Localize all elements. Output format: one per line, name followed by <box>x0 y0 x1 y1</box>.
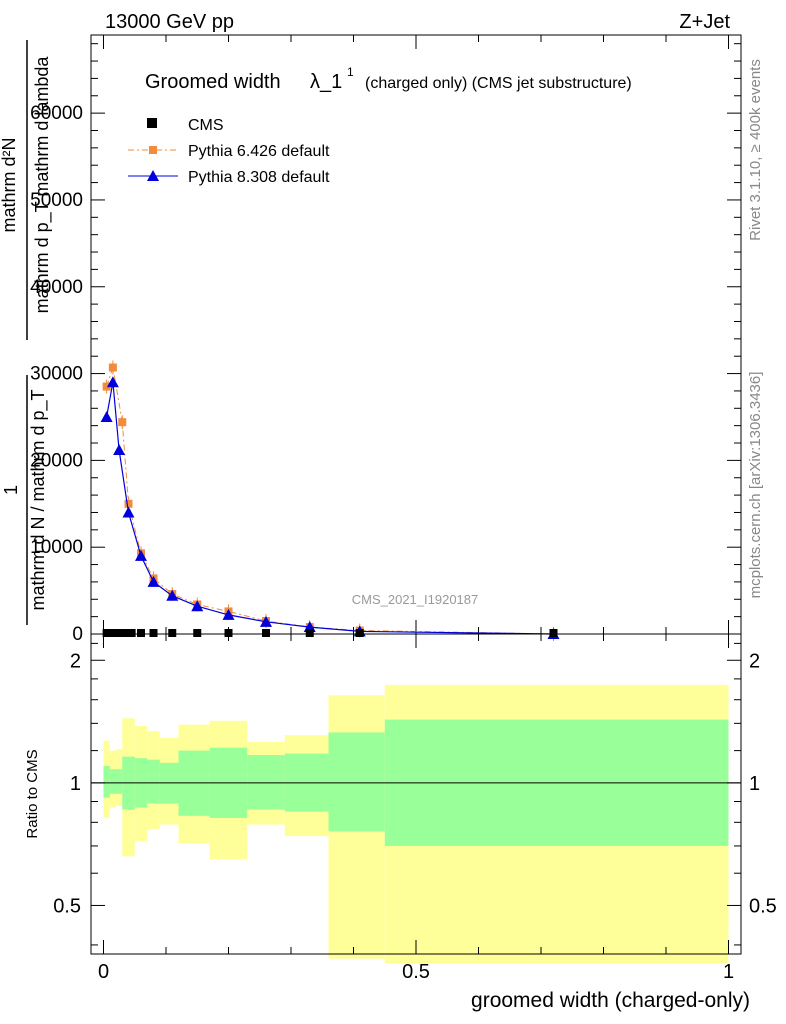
ylabel-line-1: mathrm d²N <box>0 137 19 232</box>
point-cms <box>127 629 136 637</box>
point-pythia8 <box>122 506 135 518</box>
point-pythia6 <box>124 499 133 508</box>
xlabel: groomed width (charged-only) <box>471 989 750 1012</box>
main-series <box>100 360 560 641</box>
mcplots-label: mcplots.cern.ch [arXiv:1306.3436] <box>747 372 764 599</box>
ratio-ytick-label-left: 0.5 <box>53 895 81 917</box>
rivet-label: Rivet 3.1.10, ≥ 400k events <box>747 59 764 241</box>
point-cms <box>149 629 158 637</box>
point-pythia8 <box>135 549 147 561</box>
point-cms <box>115 629 124 637</box>
ylabel-line-4: mathrm d N / mathrm d p_T <box>28 389 49 610</box>
xtick-label: 0.5 <box>402 961 430 983</box>
legend-cms-label: CMS <box>188 117 224 134</box>
ratio-axis-ticks <box>91 634 741 954</box>
header-left: 13000 GeV pp <box>105 11 234 33</box>
ratio-frame <box>90 633 742 955</box>
point-pythia8 <box>147 575 160 587</box>
main-ytick-labels: 0 10000 20000 30000 40000 50000 60000 <box>30 103 83 645</box>
point-pythia8 <box>260 615 272 627</box>
legend-py6-marker <box>149 146 157 154</box>
band-inner-uncertainty <box>147 759 160 804</box>
chart-title-lambda: λ_1 <box>310 71 342 93</box>
xtick-label: 0 <box>98 961 109 983</box>
point-pythia8 <box>166 589 179 601</box>
main-panel: 0 10000 20000 30000 40000 50000 60000 CMS_2021… <box>0 34 742 645</box>
band-inner-uncertainty <box>116 769 123 794</box>
point-pythia6 <box>118 418 127 427</box>
ytick-label: 0 <box>72 624 83 645</box>
ratio-ytick-label-left: 1 <box>70 773 81 795</box>
ratio-ylabel: Ratio to CMS <box>24 749 41 838</box>
point-pythia6 <box>108 363 117 372</box>
point-pythia8 <box>222 608 235 620</box>
band-inner-uncertainty <box>109 769 116 794</box>
legend-py8-marker <box>147 170 159 181</box>
point-cms <box>262 629 270 637</box>
point-cms <box>102 629 111 637</box>
ylabel-line-2: mathrm d p_T mathrm d lambda <box>32 56 53 314</box>
legend-cms-marker <box>147 118 157 128</box>
header-right: Z+Jet <box>679 11 730 33</box>
point-cms <box>193 629 202 637</box>
point-cms <box>121 629 130 637</box>
band-inner-uncertainty <box>247 755 285 810</box>
ytick-label: 40000 <box>30 277 83 298</box>
ratio-ytick-label-right: 0.5 <box>749 895 777 917</box>
legend-py6-label: Pythia 6.426 default <box>188 143 330 160</box>
point-pythia8 <box>113 443 126 455</box>
chart-title-sup: 1 <box>347 65 354 79</box>
legend-py8-label: Pythia 8.308 default <box>188 169 330 186</box>
point-cms <box>355 629 364 637</box>
ratio-ytick-label-right: 2 <box>749 650 760 672</box>
chart-title-suffix: (charged only) (CMS jet substructure) <box>365 75 632 92</box>
ratio-tick-labels: 0.5 0.5 1 1 2 2 0 0.5 1 <box>53 650 777 983</box>
point-cms <box>108 629 117 637</box>
ratio-panel: 0.5 0.5 1 1 2 2 0 0.5 1 Ratio to CMS groomed wid… <box>24 633 777 1012</box>
ytick-label: 50000 <box>30 190 83 211</box>
point-cms <box>305 629 314 637</box>
legend: CMS Pythia 6.426 default Pythia 8.308 de… <box>128 117 330 186</box>
ratio-bands <box>103 684 729 964</box>
ratio-ytick-label-right: 1 <box>749 773 760 795</box>
ytick-label: 60000 <box>30 103 83 124</box>
band-inner-uncertainty <box>328 732 385 832</box>
ratio-ytick-label-left: 2 <box>70 650 81 672</box>
point-pythia8 <box>106 376 119 388</box>
band-inner-uncertainty <box>103 765 110 798</box>
point-pythia8 <box>191 600 204 612</box>
ytick-label: 10000 <box>30 537 83 558</box>
point-cms <box>137 629 145 637</box>
point-pythia6 <box>102 382 111 391</box>
ytick-label: 30000 <box>30 364 83 385</box>
chart-title-main: Groomed width <box>145 71 281 93</box>
ytick-label: 20000 <box>30 450 83 471</box>
point-pythia8 <box>100 410 113 422</box>
point-cms <box>224 629 233 637</box>
watermark: CMS_2021_I1920187 <box>352 592 479 607</box>
ylabel-line-3: 1 <box>1 485 21 495</box>
xtick-label: 1 <box>723 961 734 983</box>
main-ylabel: mathrm d²N mathrm d p_T mathrm d lambda … <box>0 40 53 625</box>
point-cms <box>549 629 558 637</box>
point-cms <box>168 629 177 637</box>
